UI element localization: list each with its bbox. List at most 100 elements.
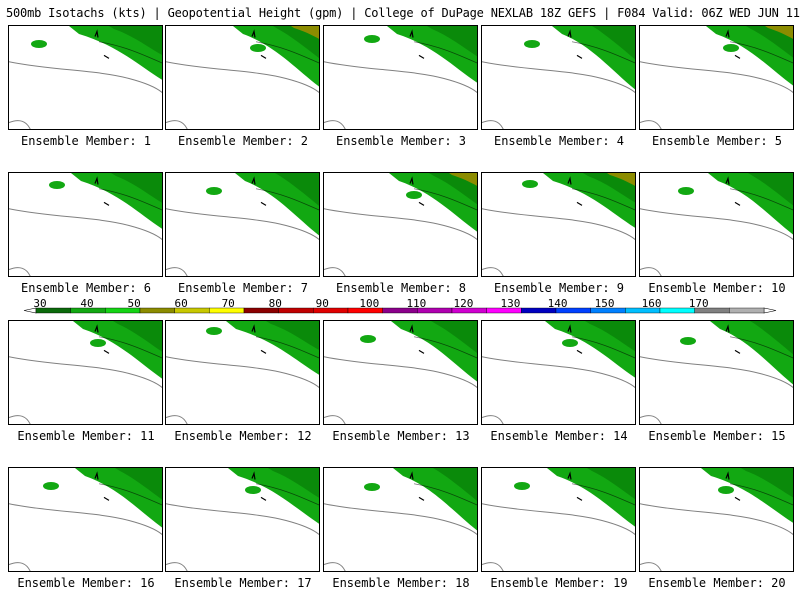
wind-speed-colorbar (23, 307, 777, 314)
island-outline (94, 29, 110, 59)
island-outline (567, 324, 583, 354)
coastline (640, 120, 662, 129)
height-contour (98, 336, 162, 359)
isotach-shading (291, 26, 319, 39)
isotach-shading (718, 486, 734, 494)
colorbar-segment (278, 307, 314, 314)
colorbar-tick-label: 170 (688, 297, 709, 310)
island-outline (725, 324, 741, 354)
isotach-shading (31, 40, 47, 48)
height-contour (255, 483, 319, 506)
isotach-shading (583, 173, 635, 203)
ensemble-member-label: Ensemble Member: 14 (490, 429, 628, 443)
island-outline (94, 324, 110, 354)
isotach-shading (429, 173, 477, 205)
isotach-shading (562, 339, 578, 347)
ensemble-member-label: Ensemble Member: 1 (20, 134, 152, 148)
coastline (324, 503, 477, 536)
ensemble-map-panel (481, 25, 636, 130)
colorbar-tick-label: 50 (127, 297, 141, 310)
island-outline (251, 176, 267, 206)
island-outline (725, 29, 741, 59)
ensemble-member-label: Ensemble Member: 12 (174, 429, 312, 443)
colorbar-tick-label: 30 (33, 297, 47, 310)
colorbar-segment (729, 307, 765, 314)
ensemble-map-panel (639, 467, 794, 572)
height-contour (255, 188, 319, 211)
isotach-shading (524, 40, 540, 48)
map-plot (166, 468, 319, 571)
ensemble-map-panel (323, 172, 478, 277)
island-outline (725, 471, 741, 501)
coastline (324, 415, 346, 424)
colorbar-tick-label: 70 (221, 297, 235, 310)
isotach-shading (741, 468, 793, 498)
ensemble-map-panel (165, 25, 320, 130)
isotach-shading (360, 335, 376, 343)
isotach-shading (364, 35, 380, 43)
isotach-shading (433, 468, 477, 501)
height-contour (729, 41, 793, 64)
coastline (166, 208, 319, 241)
map-plot (324, 26, 477, 129)
island-outline (251, 324, 267, 354)
ensemble-map-panel (8, 320, 163, 425)
isotach-shading (266, 321, 319, 350)
isotach-shading (113, 321, 162, 352)
isotach-shading (245, 486, 261, 494)
ensemble-map-panel (8, 25, 163, 130)
coastline (9, 415, 31, 424)
coastline (166, 356, 319, 389)
island-outline (94, 176, 110, 206)
coastline (324, 562, 346, 571)
ensemble-map-panel (8, 172, 163, 277)
height-contour (729, 483, 793, 506)
ensemble-map-panel (165, 467, 320, 572)
colorbar-tick-label: 80 (268, 297, 282, 310)
coastline (482, 356, 635, 389)
coastline (482, 503, 635, 536)
isotach-shading (514, 482, 530, 490)
coastline (482, 208, 635, 241)
isotach-shading (115, 468, 162, 500)
isotach-shading (90, 339, 106, 347)
ensemble-member-label: Ensemble Member: 13 (332, 429, 470, 443)
isotach-shading (111, 173, 162, 203)
isotach-shading (364, 483, 380, 491)
ensemble-member-label: Ensemble Member: 18 (332, 576, 470, 590)
ensemble-member-label: Ensemble Member: 9 (493, 281, 625, 295)
isotach-shading (765, 26, 793, 39)
coastline (166, 562, 188, 571)
map-plot (9, 26, 162, 129)
ensemble-map-panel (323, 320, 478, 425)
colorbar-tick-label: 40 (80, 297, 94, 310)
map-plot (324, 173, 477, 276)
coastline (640, 61, 793, 94)
coastline (166, 415, 188, 424)
coastline (9, 562, 31, 571)
coastline (640, 208, 793, 241)
island-outline (567, 471, 583, 501)
isotach-shading (746, 26, 793, 58)
isotach-shading (250, 44, 266, 52)
map-plot (640, 321, 793, 424)
coastline (9, 267, 31, 276)
isotach-shading (750, 321, 793, 355)
isotach-shading (431, 321, 477, 353)
colorbar-tick-label: 60 (174, 297, 188, 310)
height-contour (413, 483, 477, 506)
coastline (640, 562, 662, 571)
isotach-shading (406, 191, 422, 199)
coastline (324, 267, 346, 276)
coastline (324, 208, 477, 241)
isotach-shading (592, 26, 635, 60)
height-contour (255, 41, 319, 64)
island-outline (567, 29, 583, 59)
isotach-shading (748, 173, 793, 206)
coastline (482, 120, 504, 129)
map-plot (166, 26, 319, 129)
island-outline (251, 29, 267, 59)
map-plot (482, 321, 635, 424)
coastline (166, 120, 188, 129)
isotach-shading (585, 321, 635, 352)
